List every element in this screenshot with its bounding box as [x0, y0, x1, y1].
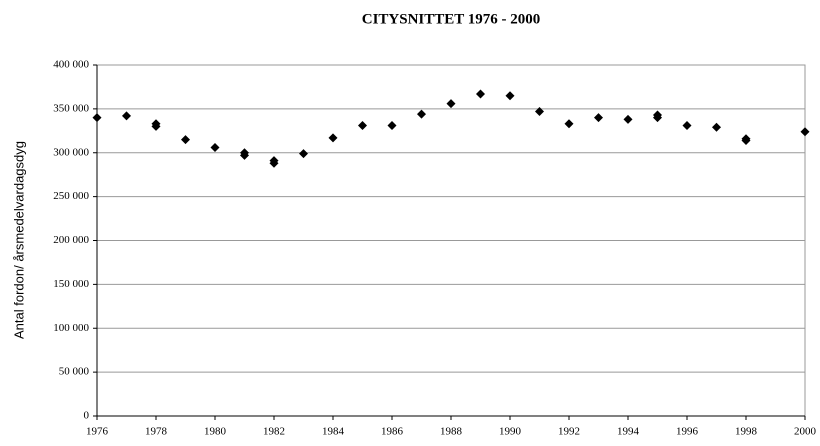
point	[151, 121, 161, 131]
x-tick-label: 1980	[204, 426, 227, 438]
point	[269, 158, 279, 168]
x-tick-label: 1994	[617, 426, 640, 438]
point	[240, 150, 249, 160]
x-tick-label: 1992	[558, 426, 580, 438]
point	[682, 121, 692, 131]
point	[800, 127, 810, 137]
point	[505, 91, 515, 101]
point	[712, 122, 721, 132]
point	[328, 133, 338, 143]
y-tick-label: 400 000	[53, 59, 89, 71]
x-tick-label: 1996	[676, 426, 699, 438]
x-tick-label: 1998	[735, 426, 758, 438]
point	[299, 149, 308, 159]
point	[623, 114, 633, 124]
x-tick-label: 1984	[322, 426, 345, 438]
point	[594, 113, 603, 123]
y-tick-label: 200 000	[53, 234, 89, 246]
y-axis-label: Antal fordon/ årsmedelvardagsdyg	[11, 141, 26, 339]
y-tick-label: 150 000	[53, 278, 89, 290]
x-tick-label: 1976	[86, 426, 109, 438]
y-tick-label: 300 000	[53, 146, 89, 158]
point	[535, 107, 544, 117]
point	[446, 99, 456, 109]
x-tick-label: 2000	[794, 426, 817, 438]
y-tick-label: 50 000	[59, 366, 90, 378]
point	[122, 111, 131, 121]
y-tick-label: 250 000	[53, 190, 89, 202]
x-tick-label: 1988	[440, 426, 463, 438]
point	[358, 121, 367, 131]
x-tick-label: 1990	[499, 426, 522, 438]
point	[564, 119, 574, 129]
point	[181, 135, 190, 145]
x-tick-label: 1986	[381, 426, 404, 438]
point	[476, 89, 485, 99]
y-tick-label: 0	[84, 410, 90, 422]
x-tick-label: 1978	[145, 426, 168, 438]
x-tick-label: 1982	[263, 426, 285, 438]
point	[653, 113, 662, 123]
point	[741, 135, 751, 145]
y-tick-label: 100 000	[53, 322, 89, 334]
point	[417, 109, 426, 119]
chart-title: CITYSNITTET 1976 - 2000	[362, 11, 541, 27]
point	[387, 121, 397, 131]
point	[210, 142, 220, 152]
y-tick-label: 350 000	[53, 102, 89, 114]
point	[92, 113, 102, 123]
